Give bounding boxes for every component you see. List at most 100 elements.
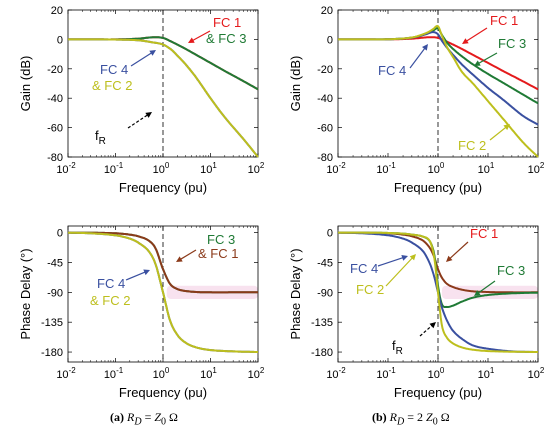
x-tick-label-b-gain: 100 [428,161,445,176]
x-tick-label-b-phase-exp: 2 [540,366,545,375]
x-tick-label-b-phase: 10-2 [326,366,346,381]
arrow-fc1-a-gain-shaft [192,30,211,42]
caption-a-z-sub: 0 [161,416,167,428]
x-tick-label-a-gain-base: 10 [200,164,212,176]
annotation-fc3-a-phase: FC 3 [207,232,235,247]
x-tick-label-a-phase-base: 10 [104,369,116,381]
arrow-fc4-a-gain-shaft [130,52,153,67]
y-tick-label-a-gain: 20 [51,5,63,17]
annotation-fc1-a-phase: & FC 1 [198,246,238,261]
x-tick-label-b-gain-exp: -2 [339,161,347,170]
arrow-fc3-b-phase-shaft [477,280,496,294]
caption-a-rd: R [127,410,135,424]
x-tick-label-a-gain: 10-2 [56,161,76,176]
annotation-fc4-a-gain: FC 4 [100,62,128,77]
arrow-fc2-b-phase-head [409,254,416,261]
caption-b: (b) RD = 2 Z0 Ω [372,410,450,427]
x-tick-label-b-gain: 10-2 [326,161,346,176]
arrow-fc3-b-gain-head [474,60,481,66]
x-tick-label-b-phase-base: 10 [376,369,388,381]
x-tick-label-a-gain: 101 [200,161,217,176]
arrow-fc3-b-gain-shaft [478,52,498,65]
x-tick-label-a-phase-base: 10 [248,369,260,381]
y-tick-label-b-phase: -45 [317,257,333,269]
x-tick-label-a-gain-base: 10 [248,164,260,176]
y-tick-label-a-gain: 0 [57,34,63,46]
x-tick-label-a-phase: 10-2 [56,366,76,381]
x-tick-label-a-phase-exp: 2 [260,366,265,375]
annotation-fc2-b-gain: FC 2 [458,138,486,153]
annotation-fr-b-phase: fR [392,338,403,357]
x-tick-label-b-phase: 102 [528,366,545,381]
caption-b-label: (b) [372,410,387,424]
y-tick-label-a-phase: -45 [47,257,63,269]
x-tick-label-a-phase-exp: 1 [212,366,217,375]
series-line-fc2-b-phase [338,231,538,353]
y-axis-label-a-phase: Phase Delay (°) [18,248,33,339]
caption-a-rd-sub: D [134,416,142,428]
arrow-fc1-b-gain-head [462,38,469,44]
y-tick-label-b-gain: -60 [317,123,333,135]
x-tick-label-a-phase: 101 [200,366,217,381]
caption-b-unit: Ω [440,410,450,424]
arrow-fr-b-phase-shaft [419,324,433,337]
x-tick-label-a-phase-base: 10 [56,369,68,381]
x-tick-label-b-phase-base: 10 [528,369,540,381]
annotation-fc3-b-gain: FC 3 [498,36,526,51]
x-tick-label-b-gain-exp: 2 [540,161,545,170]
caption-b-eq: = 2 [407,410,424,424]
arrow-fc3-b-phase-head [474,290,481,296]
x-axis-label-a-gain: Frequency (pu) [119,180,207,195]
y-tick-label-b-gain: 20 [321,5,333,17]
x-tick-label-b-gain: 102 [528,161,545,176]
caption-b-rd: R [389,410,398,424]
annotation-fr-b-phase-sub: R [396,346,403,357]
arrow-fc4-b-gain-head [422,44,428,51]
arrow-fc4-a-gain-head [149,50,156,56]
arrow-fc1-a-phase-shaft [179,249,197,260]
x-tick-label-a-gain-exp: -2 [69,161,77,170]
caption-a-label: (a) [110,410,124,424]
panel-b-phase: 0 -45 -90 -135 -180 Frequency (pu) Phase Delay… [288,225,539,400]
arrow-fr-b-phase-head [429,322,436,329]
x-tick-label-a-gain-exp: 0 [165,161,170,170]
caption-a-eq: = [144,410,152,424]
x-tick-label-a-gain-exp: -1 [116,161,124,170]
x-tick-label-b-phase: 100 [428,366,445,381]
x-tick-label-a-gain: 10-1 [104,161,124,176]
annotation-fr-a-gain: fR [95,128,106,147]
x-tick-label-b-gain-exp: 0 [440,161,445,170]
x-tick-label-a-phase-exp: -2 [69,366,77,375]
x-tick-label-a-phase: 10-1 [104,366,124,381]
x-tick-label-b-phase-exp: -1 [389,366,397,375]
x-tick-label-b-gain-base: 10 [376,164,388,176]
caption-b-rd-sub: D [397,416,405,428]
x-tick-label-b-gain-exp: -1 [389,161,397,170]
annotation-fr-b-phase-f: f [392,338,396,353]
x-tick-label-a-phase: 100 [153,366,170,381]
arrow-fc4-a-phase-shaft [125,271,146,281]
y-tick-label-a-gain: -40 [47,93,63,105]
arrow-fc1-b-phase-head [446,255,453,262]
x-tick-label-a-gain-exp: 1 [212,161,217,170]
arrow-fc1-b-phase-shaft [449,241,469,260]
x-tick-label-b-gain-base: 10 [326,164,338,176]
y-axis-label-b-gain: Gain (dB) [288,56,303,112]
x-tick-label-b-phase: 10-1 [376,366,396,381]
x-tick-label-b-phase-base: 10 [326,369,338,381]
annotation-fc2-b-phase: FC 2 [356,282,384,297]
x-tick-label-b-gain: 101 [478,161,495,176]
arrow-fc1-b-gain-shaft [465,27,488,42]
arrow-fc4-b-gain-shaft [409,47,426,69]
arrow-fc1-a-phase-head [176,256,183,262]
x-axis-label-a-phase: Frequency (pu) [119,385,207,400]
y-tick-label-a-gain: -80 [47,152,63,164]
y-axis-label-b-phase: Phase Delay (°) [288,248,303,339]
series-line-fc2-a-gain [68,38,259,158]
annotation-fc3-a-gain: & FC 3 [206,31,246,46]
x-tick-label-a-gain-base: 10 [104,164,116,176]
y-tick-label-a-phase: -135 [41,317,63,329]
